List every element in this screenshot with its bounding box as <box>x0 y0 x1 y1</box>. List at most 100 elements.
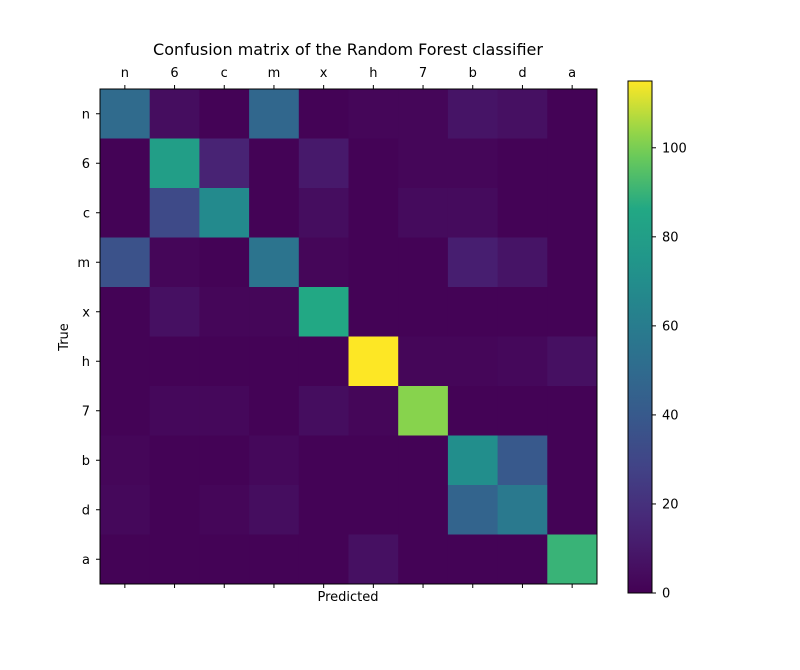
heatmap-cell-7-x <box>298 386 349 436</box>
heatmap-cell-m-x <box>298 237 349 288</box>
heatmap-cell-m-n <box>100 237 151 288</box>
heatmap-cell-c-m <box>249 188 300 238</box>
heatmap-cell-a-7 <box>398 534 449 585</box>
heatmap-cell-x-n <box>100 287 151 337</box>
y-tick-label: n <box>82 107 90 122</box>
heatmap-cell-h-h <box>348 336 399 387</box>
heatmap-cell-c-n <box>100 188 151 238</box>
heatmap-cell-a-a <box>547 534 598 585</box>
heatmap-cell-7-h <box>348 386 399 436</box>
heatmap-cell-n-a <box>547 89 598 139</box>
heatmap-cell-7-c <box>199 386 250 436</box>
heatmap-cell-b-m <box>249 435 300 486</box>
heatmap-cell-b-6 <box>149 435 200 486</box>
x-tick-label: a <box>568 66 576 81</box>
heatmap-cell-d-6 <box>149 485 200 535</box>
heatmap-cell-d-h <box>348 485 399 535</box>
heatmap-cell-h-6 <box>149 336 200 387</box>
heatmap-cell-d-c <box>199 485 250 535</box>
heatmap-cell-m-a <box>547 237 598 288</box>
y-tick-label: d <box>82 503 90 518</box>
y-tick-label: x <box>82 305 90 320</box>
heatmap-cell-b-a <box>547 435 598 486</box>
colorbar-tick-label: 20 <box>662 497 679 512</box>
heatmap-cell-6-6 <box>149 138 200 189</box>
heatmap-cell-h-c <box>199 336 250 387</box>
heatmap-cell-b-c <box>199 435 250 486</box>
colorbar <box>627 80 653 594</box>
x-tick-label: m <box>268 66 281 81</box>
heatmap-cell-b-h <box>348 435 399 486</box>
heatmap-cell-d-a <box>547 485 598 535</box>
heatmap-cell-m-c <box>199 237 250 288</box>
heatmap-cell-a-b <box>447 534 499 585</box>
heatmap-cell-6-h <box>348 138 399 189</box>
heatmap-cell-m-m <box>249 237 300 288</box>
x-tick-labels-top: n 6 c m x h 7 b d a <box>121 66 576 89</box>
heatmap-cell-n-n <box>100 89 151 139</box>
heatmap-cell-m-h <box>348 237 399 288</box>
heatmap-cell-h-x <box>298 336 349 387</box>
heatmap-cell-c-b <box>447 188 499 238</box>
heatmap-cell-a-6 <box>149 534 200 585</box>
heatmap-cell-n-h <box>348 89 399 139</box>
heatmap-cell-b-x <box>298 435 349 486</box>
y-tick-label: 6 <box>82 157 90 172</box>
heatmap-cell-6-c <box>199 138 250 189</box>
colorbar-tick-label: 60 <box>662 319 679 334</box>
x-axis-label: Predicted <box>317 590 378 605</box>
heatmap-cell-n-7 <box>398 89 449 139</box>
y-tick-label: a <box>82 553 90 568</box>
heatmap-cell-x-m <box>249 287 300 337</box>
heatmap-cell-x-7 <box>398 287 449 337</box>
heatmap-cell-a-n <box>100 534 151 585</box>
colorbar-tick-label: 0 <box>662 587 670 602</box>
y-axis-label: True <box>57 323 72 352</box>
heatmap-cell-6-d <box>497 138 548 189</box>
heatmap-cell-6-n <box>100 138 151 189</box>
heatmap-cell-a-d <box>497 534 548 585</box>
heatmap-cell-6-m <box>249 138 300 189</box>
heatmap-cell-x-c <box>199 287 250 337</box>
heatmap-cell-d-x <box>298 485 349 535</box>
colorbar-tick-label: 100 <box>662 141 687 156</box>
x-tick-label: h <box>369 66 377 81</box>
heatmap-cell-n-6 <box>149 89 200 139</box>
heatmap-cell-d-n <box>100 485 151 535</box>
heatmap-cell-b-7 <box>398 435 449 486</box>
heatmap-cell-6-x <box>298 138 349 189</box>
x-tick-marks-bottom <box>124 584 573 588</box>
heatmap-cell-a-x <box>298 534 349 585</box>
heatmap-cell-c-6 <box>149 188 200 238</box>
heatmap-cell-h-7 <box>398 336 449 387</box>
heatmap-cell-7-b <box>447 386 499 436</box>
heatmap-cell-6-a <box>547 138 598 189</box>
y-tick-label: m <box>77 256 90 271</box>
heatmap-cell-b-d <box>497 435 548 486</box>
heatmap-cell-a-c <box>199 534 250 585</box>
heatmap-cell-n-x <box>298 89 349 139</box>
heatmap-cell-x-d <box>497 287 548 337</box>
chart-title: Confusion matrix of the Random Forest cl… <box>153 40 543 59</box>
x-tick-label: 7 <box>419 66 427 81</box>
heatmap-cell-d-d <box>497 485 548 535</box>
heatmap-cell-h-m <box>249 336 300 387</box>
heatmap-cell-7-6 <box>149 386 200 436</box>
heatmap-cell-b-b <box>447 435 499 486</box>
heatmap-cell-h-b <box>447 336 499 387</box>
heatmap-cell-7-n <box>100 386 151 436</box>
y-tick-label: c <box>83 206 90 221</box>
heatmap-cell-d-7 <box>398 485 449 535</box>
x-tick-label: d <box>518 66 526 81</box>
heatmap-cell-c-h <box>348 188 399 238</box>
x-tick-label: x <box>320 66 328 81</box>
heatmap-cell-7-d <box>497 386 548 436</box>
colorbar-tick-label: 80 <box>662 230 679 245</box>
heatmap-cell-c-a <box>547 188 598 238</box>
heatmap-cell-a-h <box>348 534 399 585</box>
y-tick-label: 7 <box>82 404 90 419</box>
heatmap-cell-h-d <box>497 336 548 387</box>
heatmap-cell-6-b <box>447 138 499 189</box>
